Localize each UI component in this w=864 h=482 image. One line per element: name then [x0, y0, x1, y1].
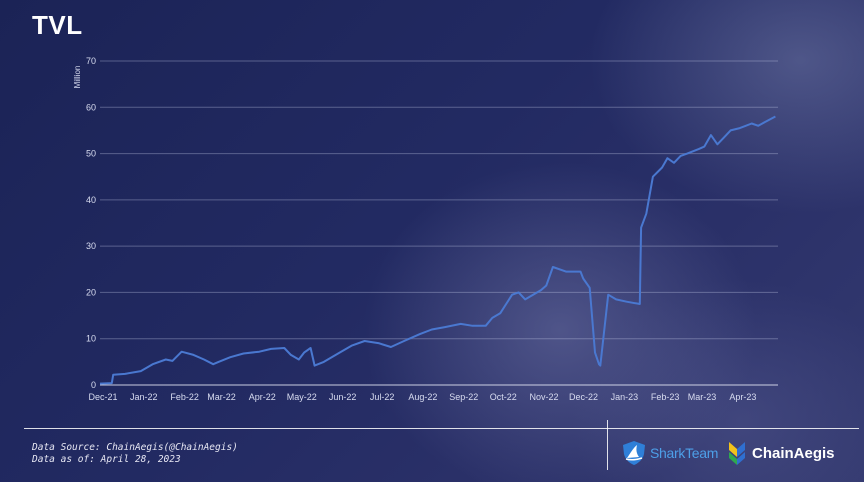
y-tick-label: 20: [86, 287, 96, 297]
y-tick-label: 10: [86, 334, 96, 344]
y-tick-label: 0: [91, 380, 96, 390]
y-tick-label: 30: [86, 241, 96, 251]
x-tick-label: Jan-22: [130, 392, 158, 402]
x-tick-label: May-22: [287, 392, 317, 402]
y-tick-label: 40: [86, 195, 96, 205]
x-tick-label: Aug-22: [408, 392, 437, 402]
x-tick-label: Mar-23: [688, 392, 717, 402]
y-tick-label: 60: [86, 102, 96, 112]
footer-divider-line: [24, 428, 859, 429]
data-source-line: Data Source: ChainAegis(@ChainAegis): [32, 442, 238, 453]
chainaegis-mark-icon: [729, 442, 745, 465]
x-tick-label: Sep-22: [449, 392, 478, 402]
tvl-series-line: [99, 115, 776, 385]
sharkteam-logo: SharkTeam: [621, 440, 718, 466]
x-tick-label: Dec-22: [569, 392, 598, 402]
x-tick-label: Jul-22: [370, 392, 395, 402]
x-tick-label: Apr-22: [249, 392, 276, 402]
chainaegis-logo-text: ChainAegis: [752, 444, 835, 462]
x-tick-label: Oct-22: [490, 392, 517, 402]
x-tick-label: Feb-22: [170, 392, 199, 402]
chart-title: TVL: [32, 10, 83, 40]
x-tick-label: Apr-23: [729, 392, 756, 402]
x-tick-label: Jun-22: [329, 392, 357, 402]
chainaegis-logo: ChainAegis: [726, 440, 835, 466]
y-tick-label: 50: [86, 149, 96, 159]
data-source-note: Data Source: ChainAegis(@ChainAegis) Dat…: [32, 442, 238, 466]
y-tick-label: 70: [86, 56, 96, 66]
footer-vertical-divider: [607, 420, 608, 470]
x-tick-label: Feb-23: [651, 392, 680, 402]
data-date-line: Data as of: April 28, 2023: [32, 454, 181, 465]
y-axis-label: Million: [73, 66, 82, 89]
x-tick-label: Dec-21: [88, 392, 117, 402]
x-tick-label: Mar-22: [207, 392, 236, 402]
shark-shield-icon: [623, 441, 645, 465]
x-tick-label: Jan-23: [611, 392, 639, 402]
x-tick-label: Nov-22: [530, 392, 559, 402]
sharkteam-logo-text: SharkTeam: [650, 445, 719, 461]
